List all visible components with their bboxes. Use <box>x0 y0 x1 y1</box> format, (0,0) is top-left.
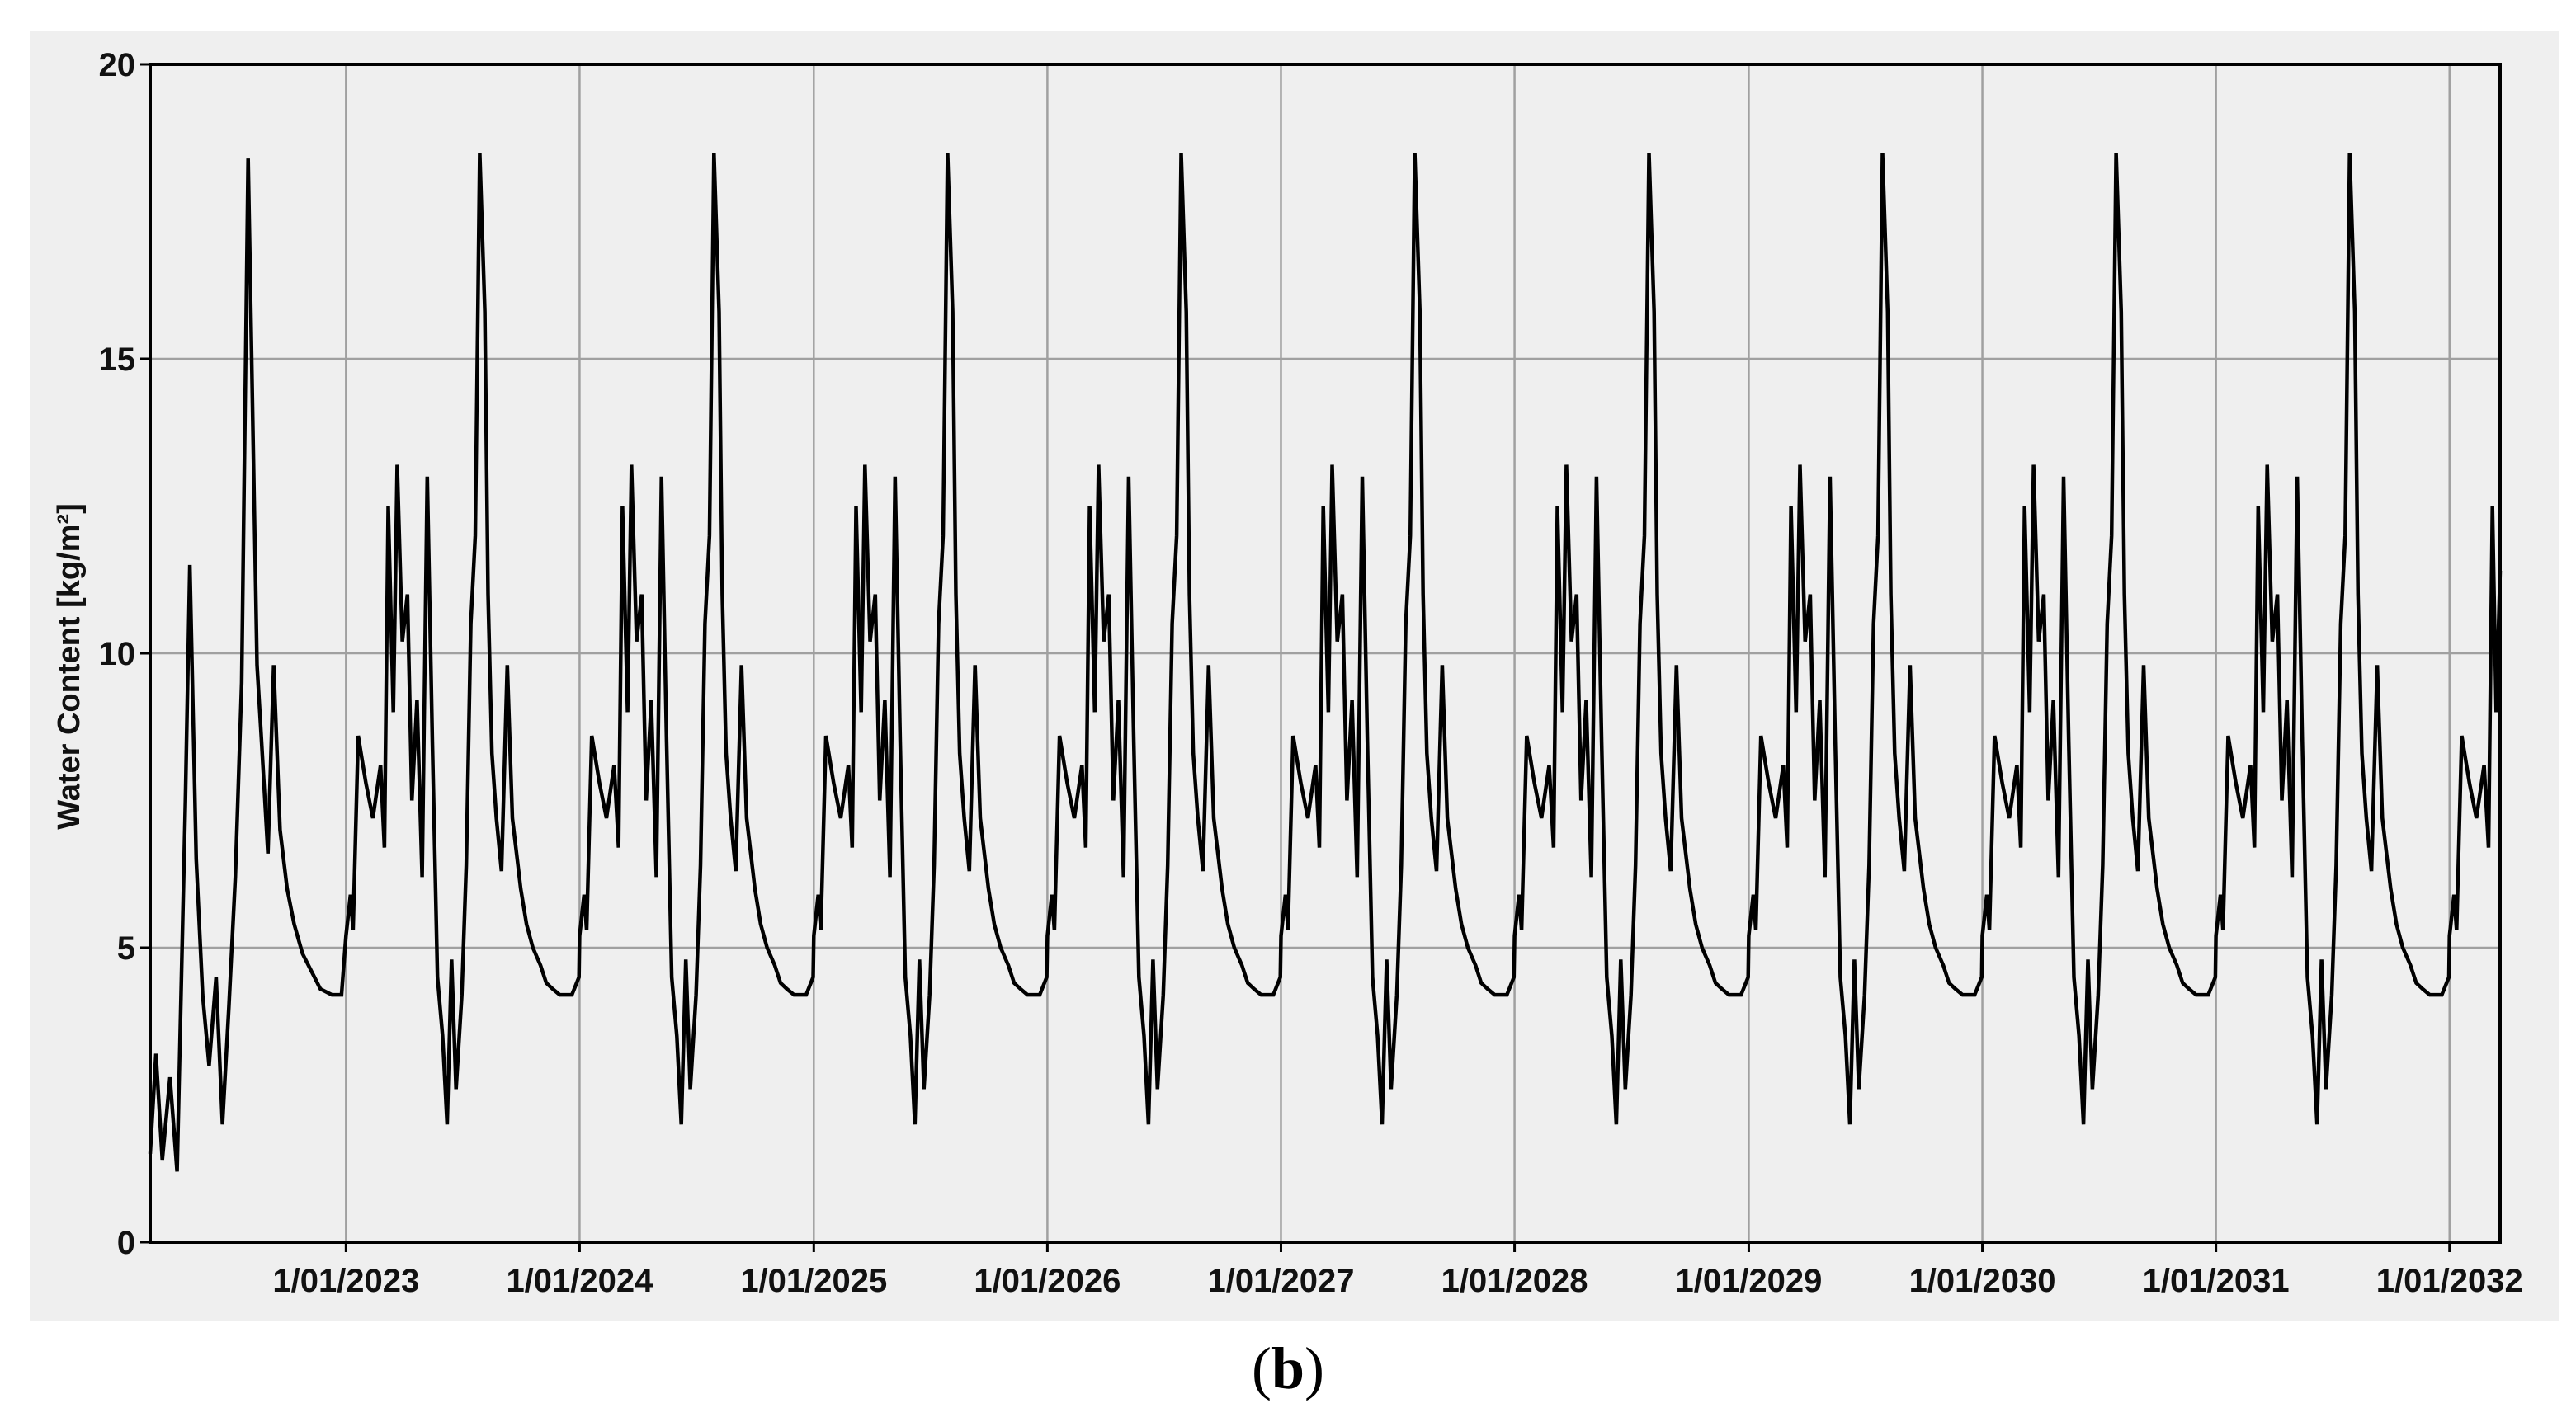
y-tick-label: 0 <box>117 1225 135 1261</box>
x-axis-ticks: 1/01/2023 1/01/2024 1/01/2025 1/01/2026 1/01… <box>272 1242 2523 1299</box>
x-tick-label: 1/01/2026 <box>974 1263 1121 1299</box>
y-tick-label: 10 <box>99 636 136 672</box>
panel-caption: (b) <box>1251 1335 1324 1401</box>
x-tick-label: 1/01/2032 <box>2376 1263 2523 1299</box>
x-tick-label: 1/01/2027 <box>1208 1263 1355 1299</box>
x-tick-label: 1/01/2024 <box>506 1263 653 1299</box>
x-tick-label: 1/01/2031 <box>2143 1263 2290 1299</box>
chart-panel <box>30 31 2559 1321</box>
data-series <box>148 153 2503 1172</box>
water-content-line <box>148 153 2503 1172</box>
x-tick-label: 1/01/2028 <box>1441 1263 1588 1299</box>
y-axis-ticks: 0 5 10 15 20 <box>99 47 150 1261</box>
y-tick-label: 20 <box>99 47 136 83</box>
x-tick-label: 1/01/2030 <box>1909 1263 2056 1299</box>
y-tick-label: 15 <box>99 341 136 378</box>
x-tick-label: 1/01/2029 <box>1675 1263 1822 1299</box>
y-tick-label: 5 <box>117 930 135 967</box>
y-axis-label: Water Content [kg/m²] <box>52 503 87 829</box>
x-tick-label: 1/01/2025 <box>740 1263 887 1299</box>
x-tick-label: 1/01/2023 <box>272 1263 419 1299</box>
